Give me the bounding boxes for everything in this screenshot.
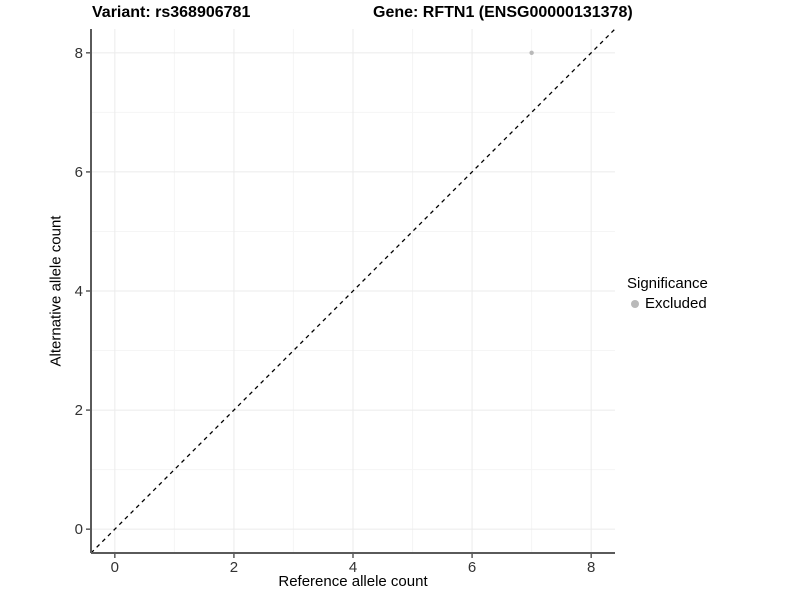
y-axis-title: Alternative allele count	[47, 215, 65, 367]
legend-item-excluded: Excluded	[627, 295, 708, 312]
data-point	[529, 50, 534, 56]
x-tick-label: 6	[468, 559, 476, 576]
x-tick-label: 0	[111, 559, 119, 576]
legend-title: Significance	[627, 275, 708, 292]
x-axis-title: Reference allele count	[278, 573, 428, 590]
x-tick-label: 2	[230, 559, 238, 576]
legend-item-label: Excluded	[645, 295, 707, 312]
x-tick-label: 8	[587, 559, 595, 576]
x-tick-label: 4	[349, 559, 357, 576]
identity-dashed-line	[90, 28, 616, 554]
excluded-point-swatch-icon	[631, 299, 639, 308]
y-tick-label: 4	[75, 283, 83, 300]
y-tick-label: 6	[75, 164, 83, 181]
gene-title: Gene: RFTN1 (ENSG00000131378)	[373, 4, 633, 21]
legend: Significance Excluded	[627, 275, 708, 312]
y-tick-label: 8	[75, 45, 83, 62]
variant-title: Variant: rs368906781	[92, 4, 251, 21]
y-tick-label: 0	[75, 521, 83, 538]
y-tick-label: 2	[75, 402, 83, 419]
